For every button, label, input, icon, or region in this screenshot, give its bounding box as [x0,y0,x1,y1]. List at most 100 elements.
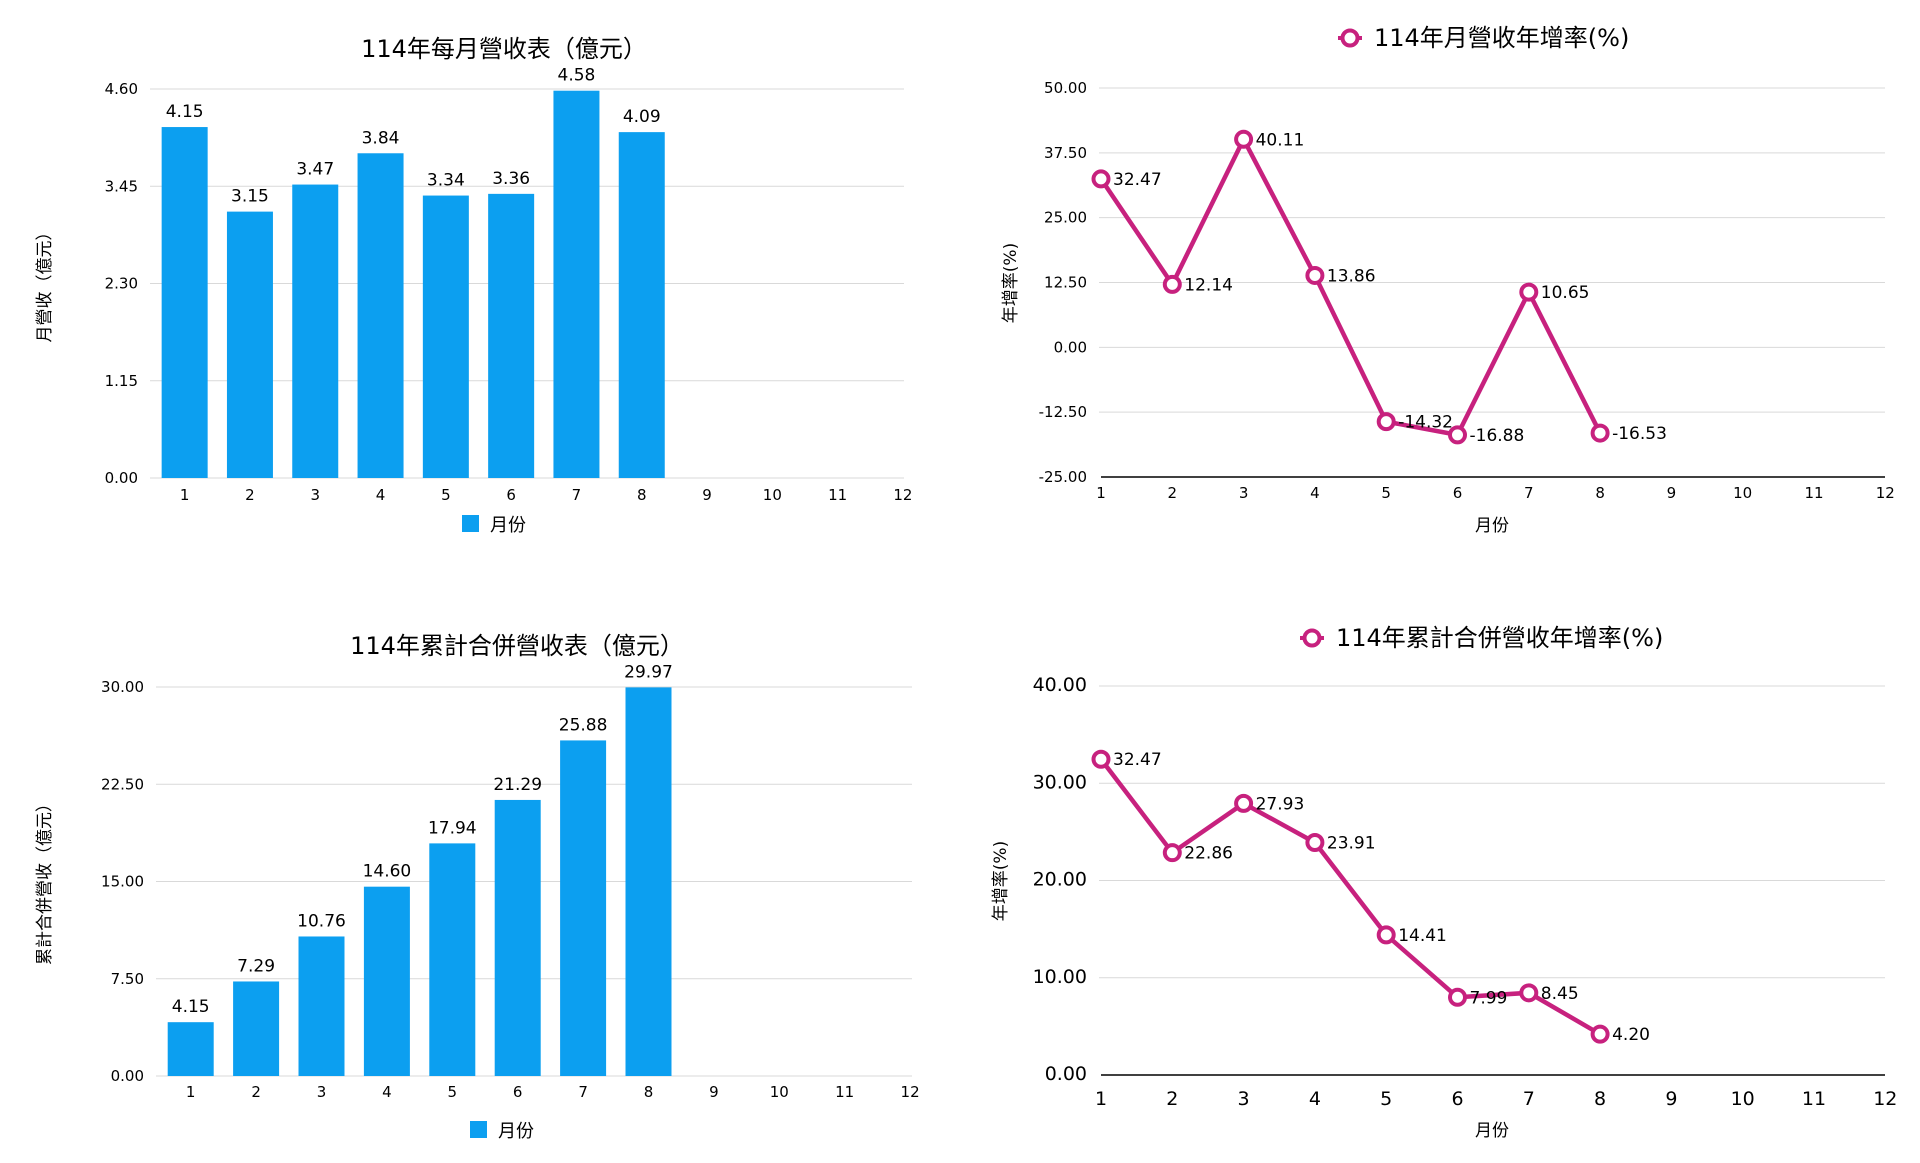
x-tick-label: 4 [376,486,386,504]
data-point [1091,169,1111,189]
y-tick-label: 20.00 [1033,869,1087,891]
data-point [1448,987,1467,1007]
x-tick-label: 3 [1239,484,1249,502]
x-tick-label: 9 [1667,484,1677,502]
bar [560,740,607,1076]
bar [161,127,208,478]
x-tick-label: 6 [1453,484,1463,502]
y-axis-title: 累計合併營收（億元） [35,795,55,965]
x-tick-label: 4 [1310,484,1320,502]
data-point [1376,412,1396,432]
bar-data-label: 3.36 [492,169,530,189]
chart-2-line: -25.00 -12.50 0.00 12.50 25.00 37.50 50.00 年增率(… [1001,24,1895,536]
legend-label: 月份 [490,515,526,536]
legend-swatch [470,1121,487,1138]
x-tick-label: 10 [1733,484,1752,502]
bar-data-label: 25.88 [559,715,608,735]
x-tick-label: 6 [1451,1088,1463,1110]
x-tick-label: 6 [513,1083,523,1101]
x-axis-title: 月份 [1475,1121,1509,1141]
x-tick-label: 2 [245,486,255,504]
x-tick-label: 12 [893,486,912,504]
x-tick-label: 1 [1095,1088,1107,1110]
bar-data-label: 3.15 [231,187,269,207]
bar-data-label: 3.47 [296,160,334,180]
y-tick-label: 10.00 [1033,966,1087,988]
y-axis-title: 月營收（億元） [35,224,55,343]
x-axis-title: 月份 [1475,516,1509,536]
legend-title: 114年月營收年增率(%) [1374,24,1629,52]
point-data-label: 32.47 [1113,750,1162,770]
bar [618,132,665,478]
x-tick-label: 3 [1238,1088,1250,1110]
y-tick-label: -25.00 [1039,468,1087,486]
legend-marker [1302,628,1322,648]
bar-data-label: 10.76 [297,911,346,931]
point-data-label: 10.65 [1541,283,1590,303]
legend-swatch [462,515,479,532]
y-axis-title: 年增率(%) [1001,243,1021,323]
bar [625,687,672,1076]
x-tick-label: 11 [835,1083,854,1101]
bar-data-label: 21.29 [493,775,542,795]
x-tick-label: 3 [310,486,320,504]
x-tick-label: 4 [382,1083,392,1101]
x-tick-label: 3 [317,1083,327,1101]
bar-data-label: 4.15 [166,102,204,122]
point-data-label: 13.86 [1327,266,1376,286]
bar [429,843,476,1076]
point-data-label: 12.14 [1184,275,1233,295]
x-tick-label: 8 [644,1083,654,1101]
chart-title: 114年累計合併營收表（億元） [350,632,684,660]
bar [363,886,410,1076]
data-point [1162,274,1182,294]
x-tick-label: 1 [180,486,190,504]
y-tick-label: 0.00 [1054,338,1087,356]
bar [494,799,541,1076]
point-data-label: 14.41 [1398,926,1447,946]
bar [357,153,404,478]
x-tick-label: 9 [709,1083,719,1101]
bar [553,90,600,478]
x-tick-label: 7 [578,1083,588,1101]
point-data-label: -16.88 [1470,426,1525,446]
x-tick-label: 1 [1096,484,1106,502]
y-tick-label: 3.45 [105,177,138,195]
x-tick-label: 11 [1802,1088,1826,1110]
legend-label: 月份 [498,1121,534,1142]
x-tick-label: 2 [251,1083,261,1101]
x-tick-label: 7 [1524,484,1534,502]
y-tick-label: 0.00 [105,469,138,487]
bar-data-label: 4.58 [558,66,596,86]
x-tick-label: 7 [572,486,582,504]
point-data-label: 7.99 [1470,988,1508,1008]
x-tick-label: 5 [448,1083,458,1101]
x-tick-label: 5 [1381,484,1391,502]
x-tick-label: 2 [1168,484,1178,502]
bar-data-label: 3.84 [362,128,400,148]
y-tick-label: 1.15 [105,372,138,390]
x-tick-label: 5 [441,486,451,504]
y-axis-title: 年增率(%) [991,841,1011,921]
x-tick-label: 1 [186,1083,196,1101]
bar [292,184,339,478]
x-tick-label: 8 [1594,1088,1606,1110]
legend-title: 114年累計合併營收年增率(%) [1336,624,1663,652]
chart-title: 114年每月營收表（億元） [361,35,647,63]
data-point [1091,749,1111,769]
data-point [1162,843,1182,863]
data-point [1448,425,1467,445]
x-tick-label: 6 [506,486,516,504]
bar-data-label: 4.09 [623,107,661,127]
bar-data-label: 14.60 [363,862,412,882]
x-tick-label: 8 [1595,484,1605,502]
point-data-label: -14.32 [1398,413,1453,433]
data-point [1234,793,1254,813]
chart-1-bar: 114年每月營收表（億元） 0.00 1.15 2.30 3.45 4.60 月營收（億元）… [35,35,912,536]
data-point [1376,925,1396,945]
point-data-label: -16.53 [1612,424,1667,444]
data-point [1234,129,1254,149]
y-tick-label: -12.50 [1039,403,1087,421]
y-tick-label: 25.00 [1044,209,1087,227]
x-tick-label: 5 [1380,1088,1392,1110]
